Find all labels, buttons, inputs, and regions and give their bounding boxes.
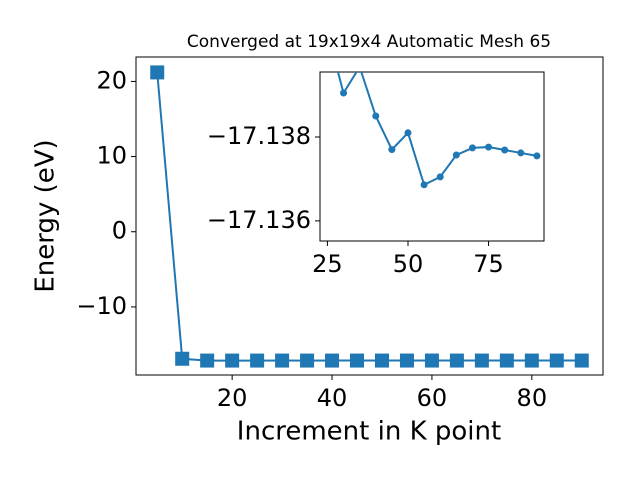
marker — [474, 353, 489, 368]
marker — [449, 353, 464, 368]
series-group — [336, 72, 541, 189]
marker — [501, 146, 509, 154]
y-tick-label: 0 — [112, 217, 127, 245]
marker — [533, 152, 541, 160]
x-tick-label: 40 — [317, 384, 348, 412]
x-tick-label: 20 — [217, 384, 248, 412]
x-tick-label: 75 — [473, 250, 504, 278]
y-axis-label: Energy (eV) — [31, 139, 61, 292]
marker — [574, 353, 589, 368]
marker — [200, 353, 215, 368]
marker — [424, 353, 439, 368]
x-tick-label: 25 — [312, 250, 343, 278]
x-tick-label: 50 — [393, 250, 424, 278]
y-tick-label: −17.138 — [207, 122, 311, 150]
y-tick-label: −17.136 — [207, 206, 311, 234]
y-tick-label: −10 — [76, 292, 127, 320]
x-tick-label: 80 — [517, 384, 548, 412]
marker — [250, 353, 265, 368]
marker — [524, 353, 539, 368]
marker — [549, 353, 564, 368]
y-tick-label: 10 — [96, 142, 127, 170]
marker — [225, 353, 240, 368]
chart-title: Converged at 19x19x4 Automatic Mesh 65 — [187, 32, 551, 52]
marker — [340, 89, 348, 97]
series-group — [150, 65, 589, 368]
marker — [517, 149, 525, 157]
marker — [372, 112, 380, 120]
marker — [452, 151, 460, 159]
marker — [374, 353, 389, 368]
marker — [468, 144, 476, 152]
marker — [404, 129, 412, 137]
x-tick-label: 60 — [417, 384, 448, 412]
y-tick-label: 20 — [96, 66, 127, 94]
marker — [325, 353, 340, 368]
marker — [350, 353, 365, 368]
marker — [436, 173, 444, 181]
marker — [485, 143, 493, 151]
marker — [150, 65, 165, 80]
plot-area — [319, 71, 545, 242]
x-axis-label: Increment in K point — [237, 417, 501, 447]
marker — [499, 353, 514, 368]
marker — [420, 181, 428, 189]
marker — [175, 351, 190, 366]
marker — [300, 353, 315, 368]
marker — [399, 353, 414, 368]
marker — [388, 146, 396, 154]
marker — [275, 353, 290, 368]
